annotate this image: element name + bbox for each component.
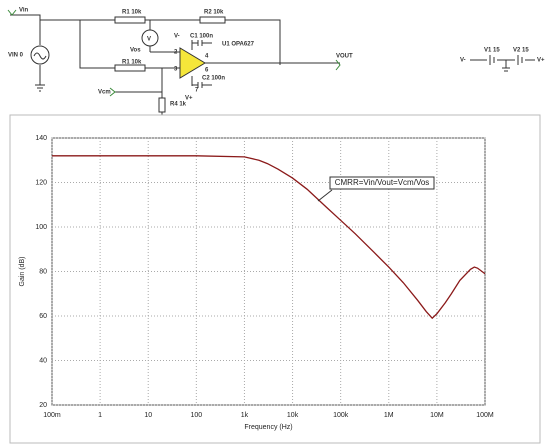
y-tick-label: 120 [35,179,47,186]
x-tick-label: 1 [98,412,102,419]
annotation-arrow [317,189,333,202]
label: U1 OPA627 [222,42,255,48]
label: V+ [185,96,193,102]
x-tick-label: 1k [241,412,249,419]
label: V2 15 [513,48,529,54]
label: 6 [205,68,209,74]
label: V- [174,34,180,40]
y-tick-label: 40 [39,357,47,364]
label: VOUT [336,54,353,60]
x-tick-label: 100m [43,412,61,419]
label: Vcm [98,90,111,96]
label: VIN 0 [8,53,24,59]
y-axis-label: Gain (dB) [19,257,26,287]
label: 4 [205,54,209,60]
x-tick-label: 10 [144,412,152,419]
x-axis-label: Frequency (Hz) [244,424,292,431]
label: 2 [174,50,178,56]
x-tick-label: 100k [333,412,349,419]
x-tick-label: 10M [430,412,444,419]
x-tick-label: 100 [190,412,202,419]
label: R2 10k [204,10,224,16]
chart: 20 40 60 80 100 120 140 100m 1 10 100 1k 10k 100k 1M 10… [19,135,494,431]
x-tick-label: 10k [287,412,299,419]
label: Vos [130,48,141,54]
annotation: CMRR=Vin/Vout=Vcm/Vos [335,178,430,187]
x-tick-label: 100M [476,412,494,419]
label: C2 100n [202,76,225,82]
label: Vin [19,8,29,14]
line [52,155,486,320]
y-tick-label: 60 [39,313,47,320]
label: 3 [174,67,178,73]
annotation-box [329,176,435,190]
y-tick-label: 80 [39,268,47,275]
y-tick-label: 20 [39,402,47,409]
label: 7 [195,88,199,94]
label: R1 10k [122,60,142,66]
x-tick-label: 1M [384,412,394,419]
label: V [147,37,151,43]
label: R4 1k [170,102,187,108]
y-tick-label: 140 [35,135,47,142]
label: C1 100n [190,34,213,40]
y-tick-label: 100 [35,224,47,231]
label: R1 10k [122,10,142,16]
label: V1 15 [484,48,500,54]
schematic: Vin VIN 0 R1 10k R2 10k Vos V C1 100n U1… [7,8,545,122]
label: V- [460,58,466,64]
label: V+ [537,58,545,64]
